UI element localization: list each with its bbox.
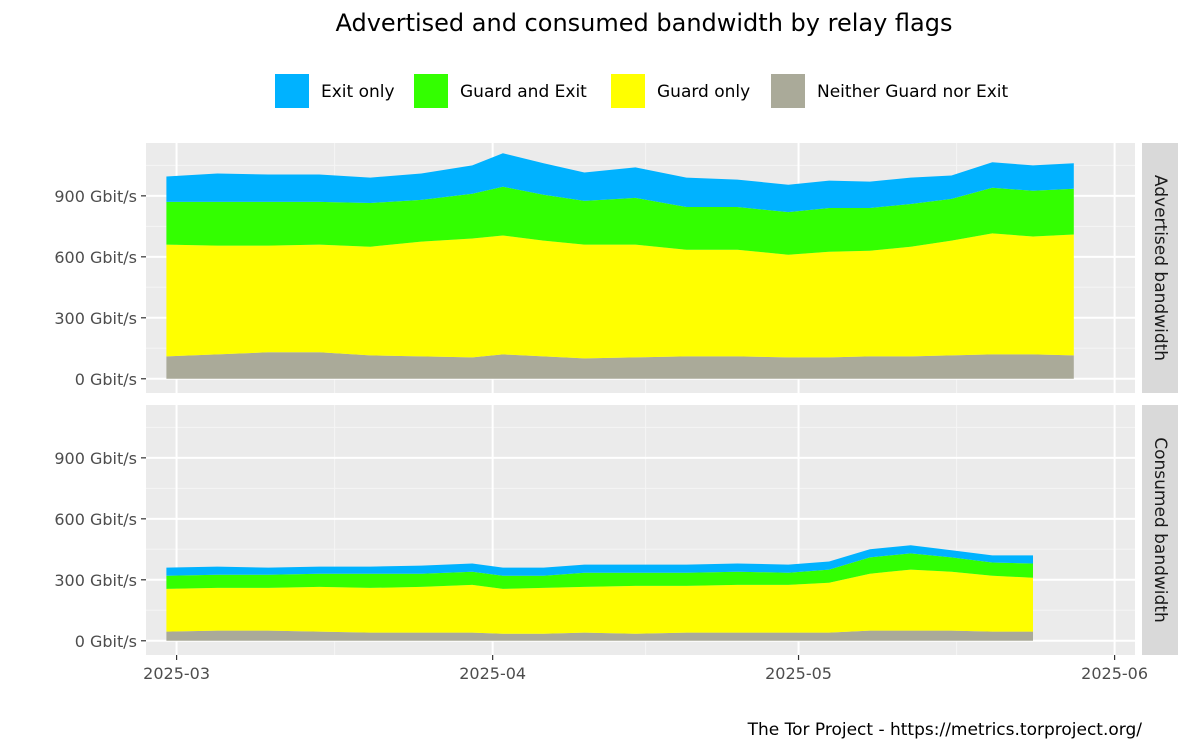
legend-label-neither-guard-nor-exit: Neither Guard nor Exit	[817, 82, 1009, 102]
x-tick-label: 2025-06	[1081, 664, 1148, 683]
panel-advertised: 0 Gbit/s 300 Gbit/s 600 Gbit/s 900 Gbit/s Ad…	[54, 143, 1178, 393]
area-guard-and-exit	[166, 186, 1074, 255]
area-guard-and-exit	[166, 553, 1033, 589]
chart-panels: 0 Gbit/s 300 Gbit/s 600 Gbit/s 900 Gbit/s Ad…	[54, 143, 1178, 655]
x-tick-label: 2025-03	[143, 664, 210, 683]
legend-key-guard-and-exit	[414, 74, 448, 108]
facet-label: Advertised bandwidth	[1150, 175, 1170, 361]
y-tick-label: 900 Gbit/s	[54, 449, 137, 468]
area-guard-only	[166, 233, 1074, 359]
y-tick-label: 0 Gbit/s	[75, 632, 137, 651]
area-exit-only	[166, 153, 1074, 213]
legend: Exit only Guard and Exit Guard only Neither…	[275, 74, 1009, 108]
legend-label-guard-and-exit: Guard and Exit	[460, 82, 587, 102]
y-tick-label: 300 Gbit/s	[54, 309, 137, 328]
y-tick-label: 600 Gbit/s	[54, 510, 137, 529]
legend-key-exit-only	[275, 74, 309, 108]
facet-strip	[1142, 143, 1178, 393]
area-neither-guard-nor-exit	[166, 352, 1074, 379]
y-tick-label: 900 Gbit/s	[54, 187, 137, 206]
chart-title: Advertised and consumed bandwidth by rel…	[336, 9, 953, 37]
legend-key-guard-only	[611, 74, 645, 108]
area-guard-only	[166, 569, 1033, 634]
area-neither-guard-nor-exit	[166, 630, 1033, 641]
y-tick-label: 0 Gbit/s	[75, 370, 137, 389]
legend-label-exit-only: Exit only	[321, 82, 395, 102]
facet-label: Consumed bandwidth	[1150, 437, 1170, 623]
legend-key-neither-guard-nor-exit	[771, 74, 805, 108]
legend-label-guard-only: Guard only	[657, 82, 750, 102]
facet-strip	[1142, 405, 1178, 655]
chart-caption: The Tor Project - https://metrics.torpro…	[747, 720, 1143, 740]
panel-consumed: 0 Gbit/s 300 Gbit/s 600 Gbit/s 900 Gbit/s Co…	[54, 405, 1178, 655]
x-axis: 2025-03 2025-04 2025-05 2025-06	[143, 655, 1148, 683]
area-exit-only	[166, 545, 1033, 576]
y-tick-label: 600 Gbit/s	[54, 248, 137, 267]
x-tick-label: 2025-04	[459, 664, 526, 683]
y-tick-label: 300 Gbit/s	[54, 571, 137, 590]
x-tick-label: 2025-05	[765, 664, 832, 683]
